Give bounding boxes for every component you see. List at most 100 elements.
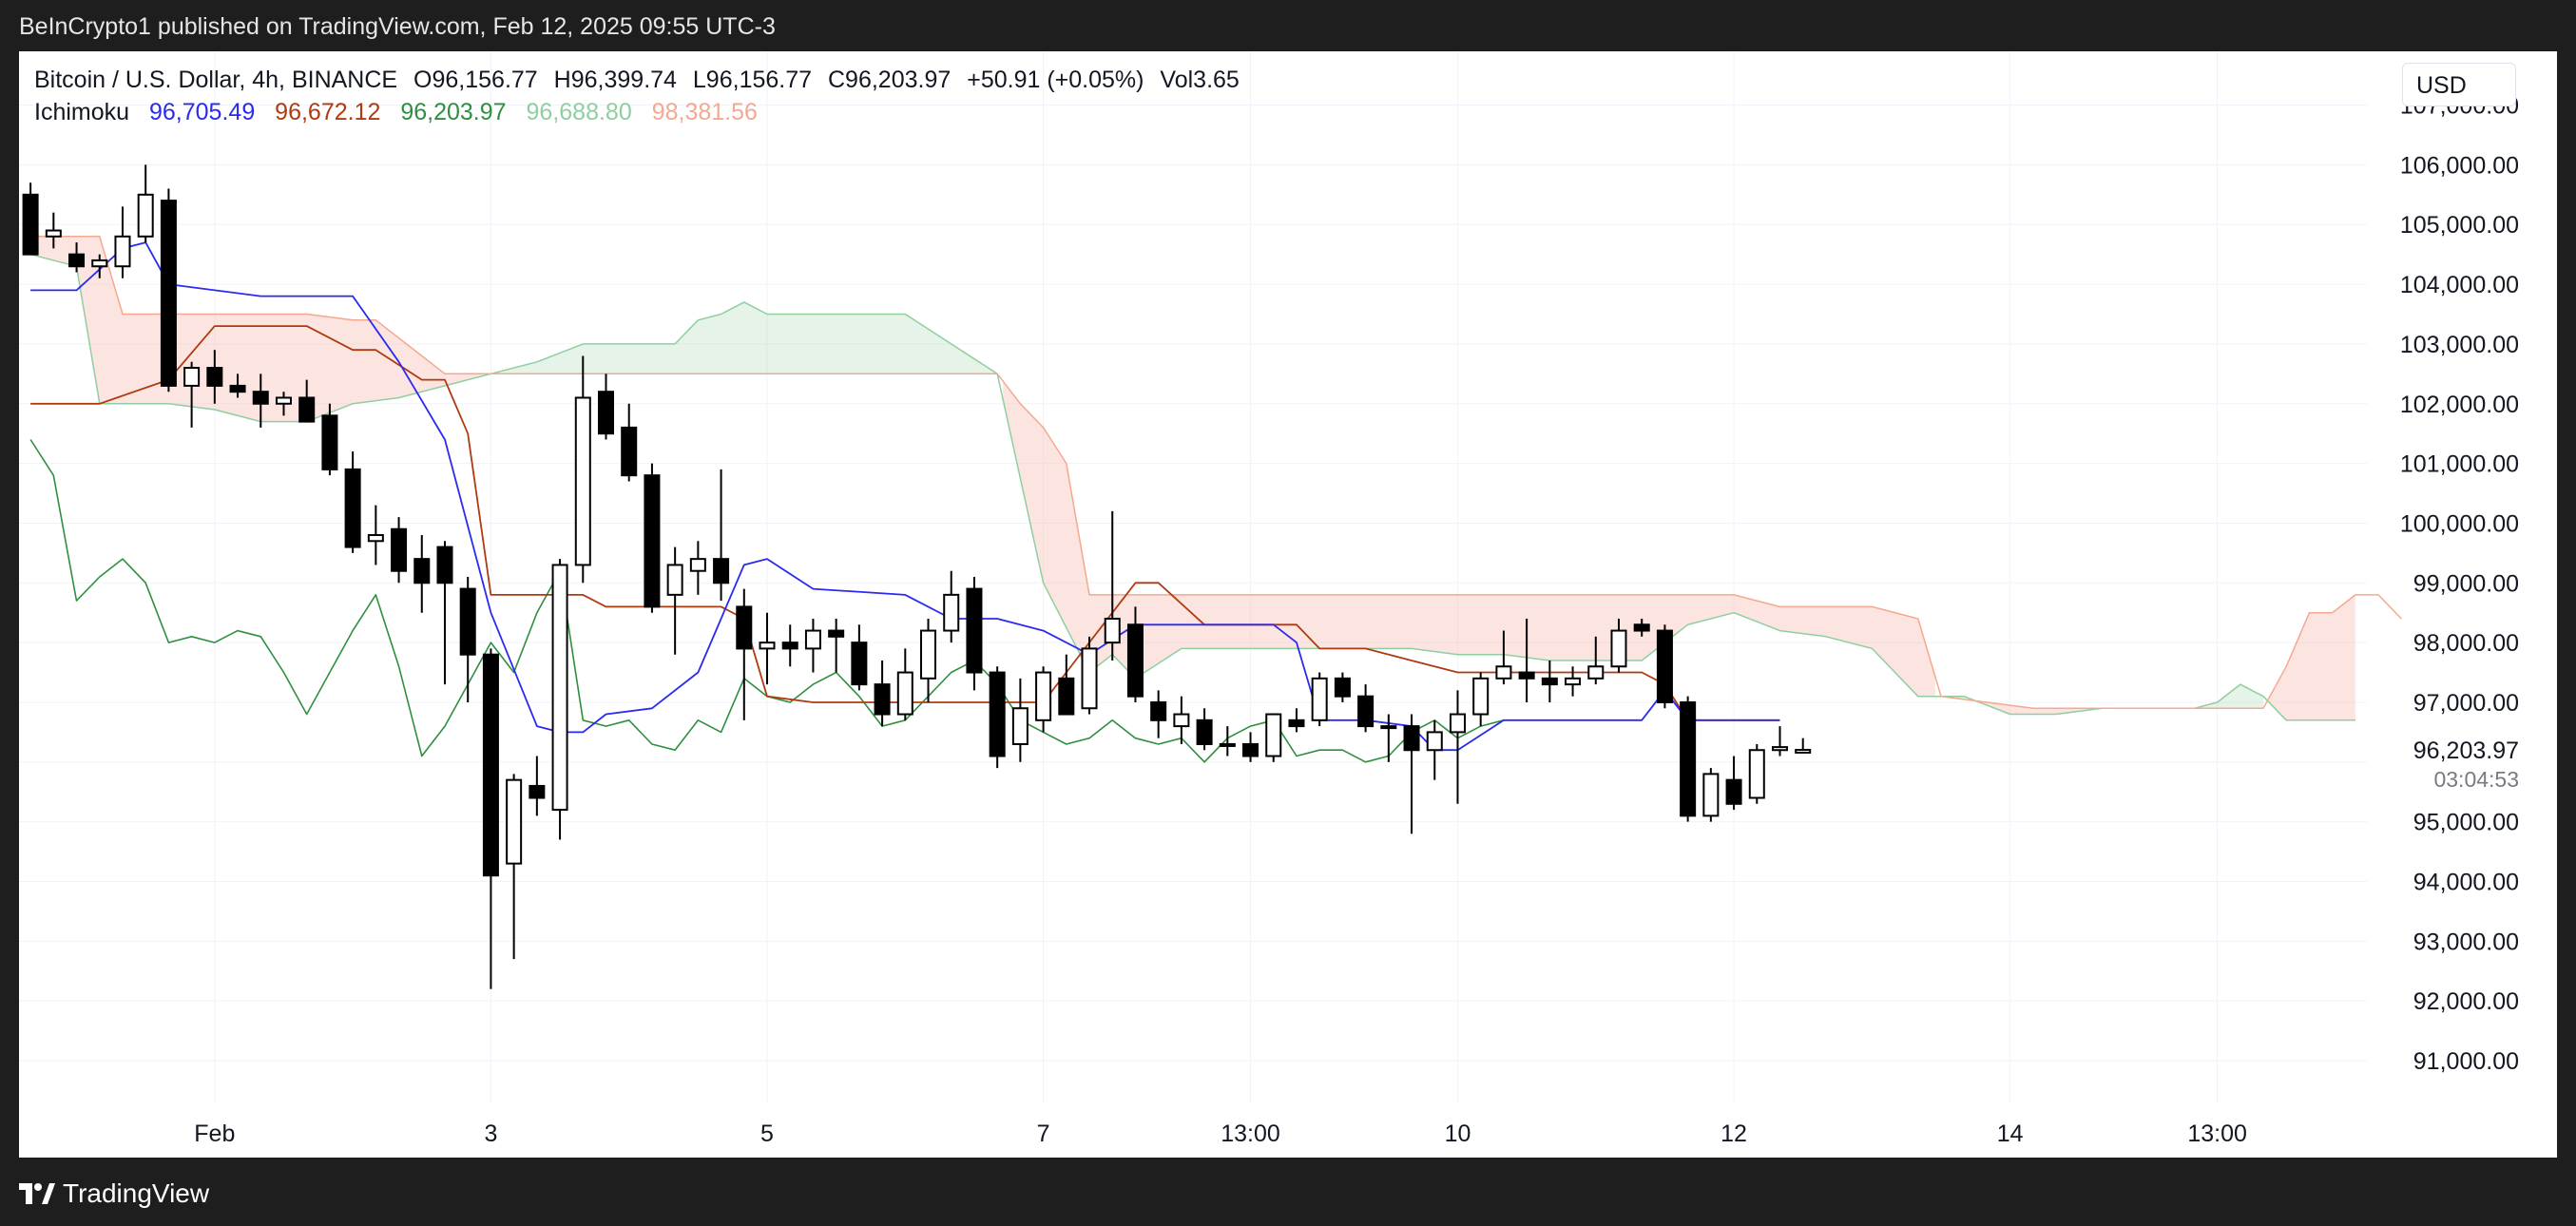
change-value: +50.91 (+0.05%): [967, 67, 1144, 93]
candle-body-down: [160, 200, 177, 387]
candle: [1449, 690, 1466, 804]
candle-body-down: [1196, 718, 1213, 745]
candle-body-down: [989, 671, 1006, 757]
candle-body-up: [137, 193, 154, 238]
candle-body-up: [1426, 731, 1443, 752]
candle: [736, 588, 753, 720]
candle: [1380, 714, 1397, 762]
candle-body-down: [1518, 671, 1535, 680]
candle: [1058, 654, 1075, 716]
candle-body-up: [574, 396, 591, 566]
candle: [229, 374, 246, 398]
candle-body-down: [1058, 677, 1075, 716]
candle: [1242, 732, 1259, 762]
candle: [183, 361, 201, 428]
candle-body-down: [1656, 629, 1673, 703]
chart-panel[interactable]: [19, 51, 2557, 1158]
candle-body-down: [252, 391, 269, 405]
candle-body-down: [436, 546, 453, 584]
candle-body-up: [367, 534, 384, 543]
time-tick-label: 12: [1721, 1121, 1747, 1147]
tradingview-brand: TradingView: [63, 1178, 210, 1208]
time-tick-label: Feb: [194, 1121, 235, 1147]
tenkan-value: 96,705.49: [149, 99, 256, 125]
time-tick-label: 14: [1997, 1121, 2024, 1147]
candle-body-up: [1265, 713, 1282, 757]
candle: [114, 206, 131, 278]
footer-bar: [0, 1158, 2576, 1226]
candle-body-up: [1472, 677, 1490, 716]
publisher-text: BeInCrypto1 published on TradingView.com…: [19, 13, 776, 40]
candle: [1633, 618, 1650, 637]
candle: [759, 612, 776, 685]
price-tick-label: 93,000.00: [2413, 929, 2519, 955]
volume-value: Vol3.65: [1160, 67, 1240, 93]
candle-body-up: [506, 778, 523, 865]
candle: [896, 648, 913, 720]
candle: [1104, 510, 1121, 661]
price-tick-label: 105,000.00: [2400, 212, 2519, 239]
candle: [506, 774, 523, 960]
candle-body-down: [736, 605, 753, 650]
price-tick-label: 106,000.00: [2400, 152, 2519, 179]
candle: [1219, 726, 1236, 757]
cloud-bearish: [2269, 594, 2355, 720]
candle: [1011, 678, 1028, 762]
candle: [1495, 630, 1512, 685]
candle-body-down: [1150, 700, 1167, 721]
candle: [344, 451, 361, 553]
candle: [321, 403, 338, 476]
candle: [160, 188, 177, 393]
span-b-line: [30, 236, 2402, 710]
countdown-label: 03:04:53: [2433, 767, 2519, 792]
candle: [1081, 636, 1098, 715]
candle: [689, 541, 706, 595]
candle-body-down: [874, 683, 891, 716]
time-tick-label: 5: [760, 1121, 774, 1147]
candle-body-up: [666, 564, 683, 596]
candle-body-down: [344, 468, 361, 548]
price-tick-label: 100,000.00: [2400, 510, 2519, 537]
candle: [1126, 606, 1144, 702]
candle: [1565, 666, 1582, 697]
time-tick-label: 7: [1037, 1121, 1050, 1147]
currency-button[interactable]: USD: [2402, 63, 2516, 106]
price-tick-label: 94,000.00: [2413, 869, 2519, 895]
price-tick-label: 95,000.00: [2413, 810, 2519, 836]
candle: [943, 570, 960, 643]
candle-body-down: [1357, 695, 1375, 728]
candle: [1426, 719, 1443, 780]
candle: [91, 254, 108, 278]
price-tick-label: 98,000.00: [2413, 630, 2519, 657]
candle-body-up: [1795, 748, 1812, 754]
candles: [22, 164, 1812, 989]
candle: [644, 463, 661, 613]
price-tick-label: 103,000.00: [2400, 332, 2519, 358]
candle: [1150, 690, 1167, 738]
candle-body-up: [275, 396, 292, 405]
candle: [1518, 618, 1535, 702]
candle: [621, 403, 638, 482]
time-tick-label: 13:00: [2187, 1121, 2247, 1147]
candle: [413, 535, 431, 613]
candle-body-down: [298, 396, 316, 423]
candle: [1035, 666, 1052, 733]
candle: [45, 212, 62, 249]
price-tick-label: 104,000.00: [2400, 272, 2519, 298]
cloud-bullish: [2102, 684, 2263, 709]
candle-body-down: [1725, 778, 1742, 805]
candle: [1702, 768, 1720, 822]
tradingview-logo[interactable]: TradingView: [19, 1178, 209, 1209]
candle-body-down: [1633, 623, 1650, 632]
time-tick-label: 13:00: [1221, 1121, 1280, 1147]
cloud-bullish: [490, 301, 998, 374]
tenkan-line: [30, 241, 1780, 752]
indicator-name: Ichimoku: [34, 99, 130, 125]
span-a-line: [29, 253, 2355, 721]
ichimoku-cloud: [30, 236, 2355, 720]
high-value: H96,399.74: [553, 67, 677, 93]
candle: [367, 505, 384, 565]
candle-body-up: [1587, 665, 1605, 680]
indicator-legend[interactable]: Ichimoku 96,705.49 96,672.12 96,203.97 9…: [34, 99, 771, 126]
